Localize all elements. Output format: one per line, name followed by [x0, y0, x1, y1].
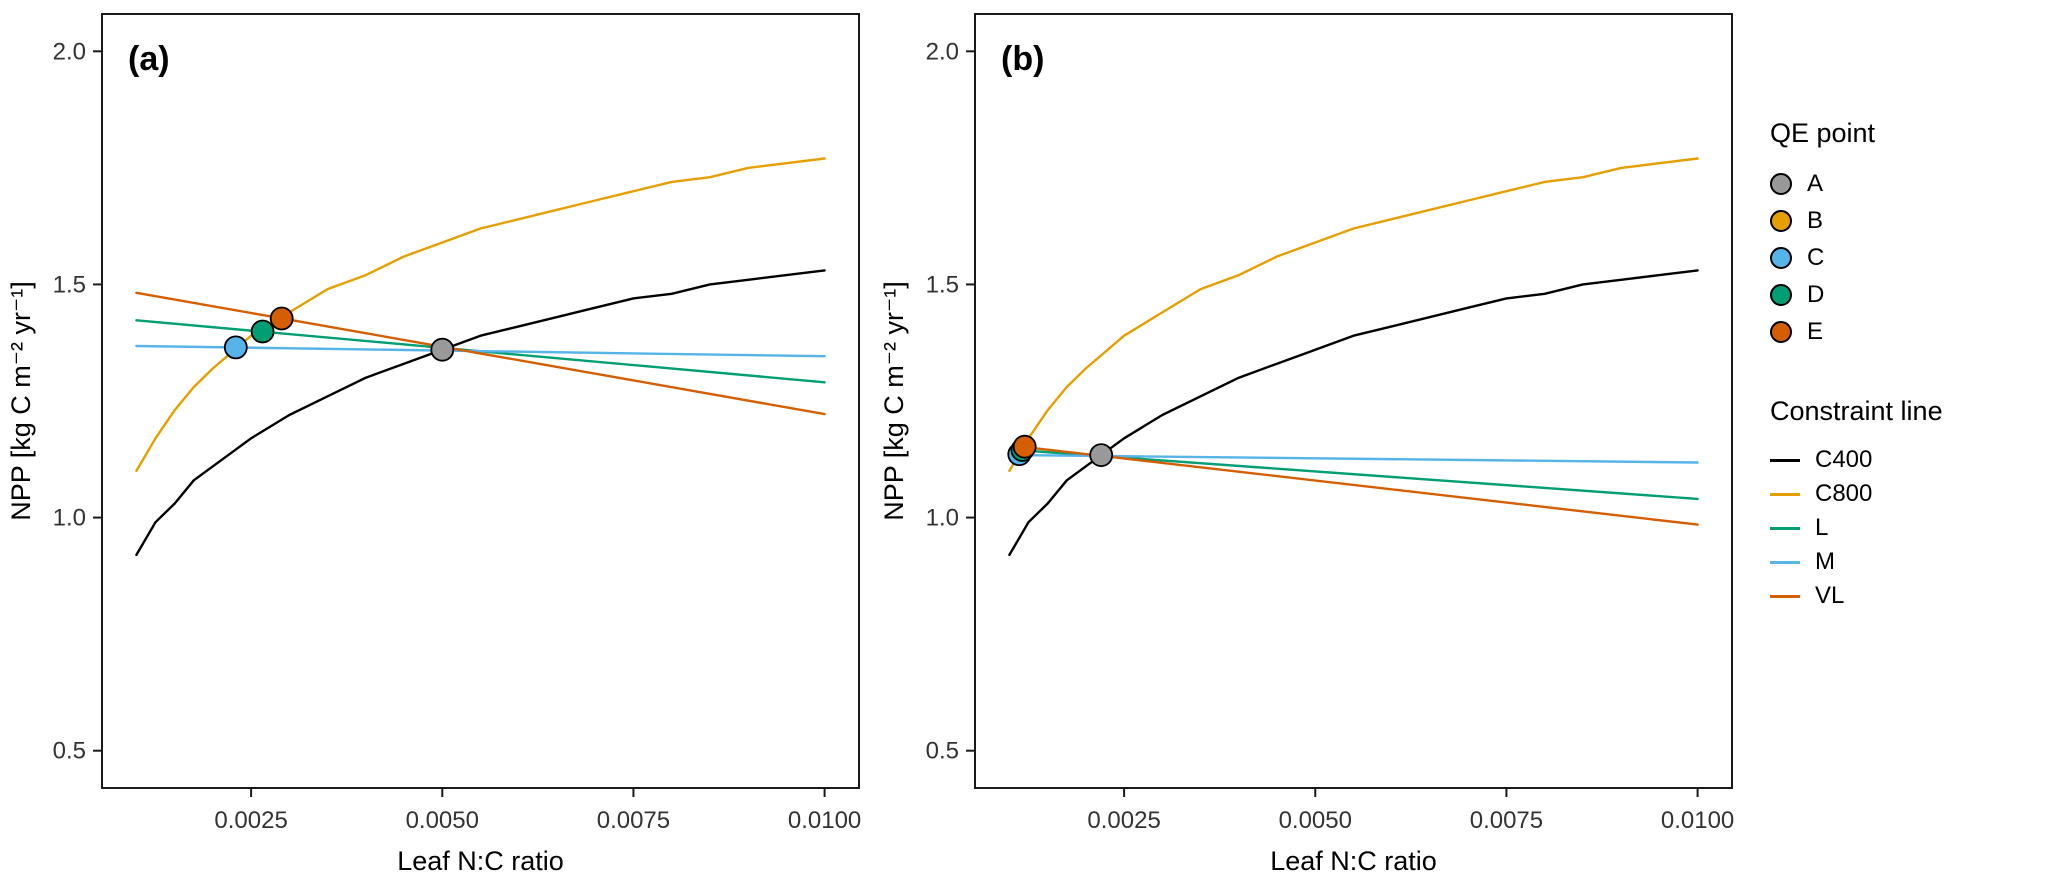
plot-area-a	[101, 13, 860, 789]
y-tick-label-a: 1.0	[53, 505, 86, 532]
axes-a: 0.0025 0.0050 0.0075 0.0100 0.5 1.0 1.5 2.0	[53, 38, 862, 834]
legend-item-point-B: B	[1770, 202, 2067, 239]
y-tick-label-b: 1.5	[926, 271, 959, 298]
legend-constraint-line-items: C400 C800 L M VL	[1770, 443, 2067, 613]
legend-item-point-D: D	[1770, 276, 2067, 313]
legend-constraint-line-group: Constraint line C400 C800 L M VL	[1770, 396, 2067, 613]
panel-label-a: (a)	[128, 40, 170, 78]
panel-a: 0.0025 0.0050 0.0075 0.0100 0.5 1.0 1.5 2.0 Leaf…	[0, 0, 873, 886]
panel-b: 0.0025 0.0050 0.0075 0.0100 0.5 1.0 1.5 2.0 Leaf…	[873, 0, 1746, 886]
series-line-M-b	[1015, 453, 1699, 464]
x-tick-label-a: 0.0075	[597, 807, 670, 834]
qe-point-A-b	[1089, 443, 1114, 468]
point-swatch-icon-A	[1770, 172, 1792, 195]
line-swatch-icon-L	[1770, 526, 1800, 530]
qe-point-C-a	[223, 335, 248, 360]
legend-point-label-E: E	[1807, 317, 1824, 345]
y-tick-label-a: 2.0	[53, 38, 86, 65]
line-swatch-icon-C400	[1770, 458, 1800, 462]
y-tick-label-b: 2.0	[926, 38, 959, 65]
series-line-VL-a	[135, 291, 826, 416]
legend-title-constraint-line: Constraint line	[1770, 396, 1943, 426]
legend-line-label-C400: C400	[1815, 446, 1873, 473]
point-swatch-icon-E	[1770, 320, 1792, 343]
point-swatch-icon-C	[1770, 246, 1792, 269]
chart-svg-b: 0.0025 0.0050 0.0075 0.0100 0.5 1.0 1.5 2.0 Leaf…	[879, 13, 1735, 876]
legend-item-line-C800: C800	[1770, 477, 2067, 511]
panel-label-b: (b)	[1001, 40, 1044, 78]
point-swatch-icon-B	[1770, 209, 1792, 232]
legend-item-line-L: L	[1770, 511, 2067, 545]
line-swatch-icon-M	[1770, 560, 1800, 564]
legend-line-label-M: M	[1815, 548, 1835, 575]
x-tick-label-b: 0.0100	[1661, 807, 1734, 834]
y-tick-label-b: 0.5	[926, 738, 959, 765]
series-line-C800-b	[1008, 157, 1699, 473]
legend-item-line-VL: VL	[1770, 579, 2067, 613]
qe-point-A-a	[430, 337, 455, 362]
y-tick-label-a: 0.5	[53, 738, 86, 765]
line-swatch-icon-VL	[1770, 594, 1800, 598]
axes-b: 0.0025 0.0050 0.0075 0.0100 0.5 1.0 1.5 2.0	[926, 38, 1735, 834]
series-line-C800-a	[135, 157, 826, 473]
series-line-C400-b	[1008, 269, 1699, 557]
legend-line-label-VL: VL	[1815, 582, 1845, 609]
legend-line-label-L: L	[1815, 514, 1829, 541]
legend-point-label-D: D	[1807, 280, 1825, 308]
legend-point-label-A: A	[1807, 169, 1824, 197]
x-axis-title-a: Leaf N:C ratio	[397, 846, 564, 876]
chart-svg-a: 0.0025 0.0050 0.0075 0.0100 0.5 1.0 1.5 2.0 Leaf…	[6, 13, 862, 876]
x-axis-title-b: Leaf N:C ratio	[1270, 846, 1437, 876]
x-tick-label-b: 0.0050	[1279, 807, 1352, 834]
x-tick-label-a: 0.0050	[406, 807, 479, 834]
legend-item-line-M: M	[1770, 545, 2067, 579]
legend-item-line-C400: C400	[1770, 443, 2067, 477]
qe-point-E-b	[1012, 434, 1037, 459]
x-tick-label-b: 0.0025	[1087, 807, 1160, 834]
point-swatch-icon-D	[1770, 283, 1792, 306]
y-axis-title-b: NPP [kg C m⁻² yr⁻¹]	[879, 281, 909, 521]
legend-item-point-A: A	[1770, 165, 2067, 202]
qe-point-D-a	[250, 319, 275, 344]
legend-point-label-C: C	[1807, 243, 1825, 271]
qe-point-E-a	[269, 306, 294, 331]
y-axis-title-a: NPP [kg C m⁻² yr⁻¹]	[6, 281, 36, 521]
legend-item-point-C: C	[1770, 239, 2067, 276]
series-line-M-a	[135, 344, 826, 358]
x-tick-label-a: 0.0100	[788, 807, 861, 834]
series-line-VL-b	[1015, 445, 1699, 526]
legend-point-label-B: B	[1807, 206, 1824, 234]
x-tick-label-a: 0.0025	[214, 807, 287, 834]
legend-title-qe-point: QE point	[1770, 118, 1876, 148]
legend-item-point-E: E	[1770, 313, 2067, 350]
y-tick-label-b: 1.0	[926, 505, 959, 532]
line-swatch-icon-C800	[1770, 492, 1800, 496]
y-tick-label-a: 1.5	[53, 271, 86, 298]
legend-line-label-C800: C800	[1815, 480, 1873, 507]
plot-area-b	[974, 13, 1733, 789]
x-tick-label-b: 0.0075	[1470, 807, 1543, 834]
